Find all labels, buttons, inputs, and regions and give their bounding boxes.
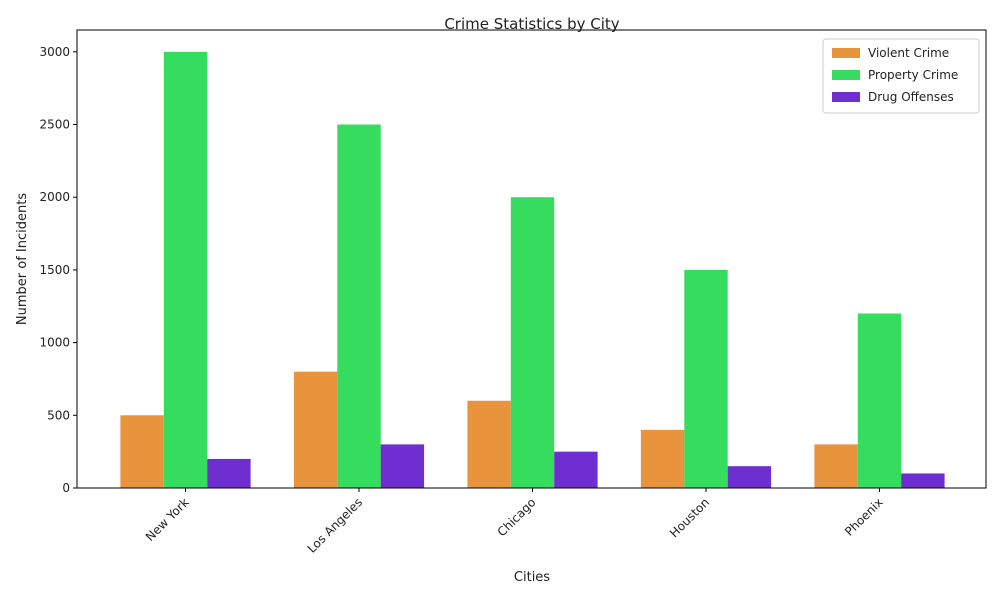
legend-label: Violent Crime [868,46,949,60]
bar-violent-crime-los-angeles [293,371,338,488]
x-axis-title: Cities [514,570,550,585]
y-tick-label: 0 [62,481,70,495]
bar-property-crime-new-york [163,51,208,489]
bar-violent-crime-phoenix [814,444,858,488]
legend-label: Drug Offenses [868,90,954,104]
bar-violent-crime-chicago [467,400,511,488]
legend-swatch [832,48,860,58]
bar-property-crime-houston [684,269,728,488]
chart-title: Crime Statistics by City [444,15,619,33]
bar-property-crime-phoenix [857,313,902,488]
y-axis-title: Number of Incidents [15,193,30,325]
bar-drug-offenses-los-angeles [380,444,425,488]
bar-violent-crime-houston [640,429,685,488]
y-tick-label: 1000 [39,336,70,350]
y-tick-label: 2000 [39,190,70,204]
y-tick-label: 500 [47,408,70,422]
legend-frame [822,38,980,114]
legend-label: Property Crime [868,68,958,82]
bar-violent-crime-new-york [120,415,164,488]
bar-property-crime-los-angeles [337,124,381,488]
legend: Violent Crime Property Crime Drug Offenses [822,38,980,114]
legend-swatch [832,70,860,80]
bar-drug-offenses-new-york [207,458,251,488]
bar-drug-offenses-chicago [554,451,598,488]
y-tick-label: 1500 [39,263,70,277]
bar-drug-offenses-houston [727,466,772,488]
legend-swatch [832,92,860,102]
bar-property-crime-chicago [510,197,555,488]
bar-drug-offenses-phoenix [901,473,945,488]
y-tick-label: 2500 [39,118,70,132]
y-axis: 0 500 1000 1500 2000 2500 3000 [39,45,77,495]
y-tick-label: 3000 [39,45,70,59]
plot-frame [76,29,987,489]
bars-group [120,51,945,489]
